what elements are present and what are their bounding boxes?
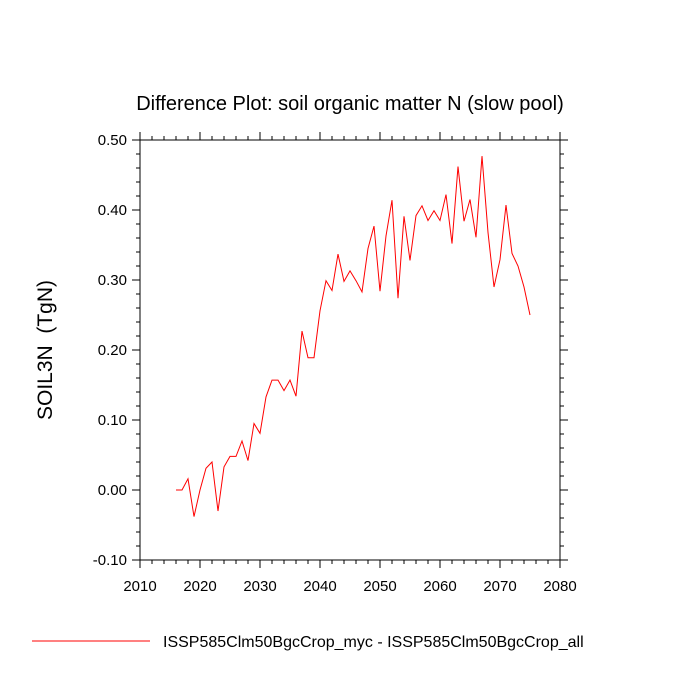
y-tick-label: -0.10 [93,552,127,569]
data-point [211,461,212,462]
data-point [319,310,320,311]
minor-ticks [136,136,564,564]
data-point [229,456,230,457]
data-point [235,456,236,457]
data-point [199,489,200,490]
data-point [499,259,500,260]
data-point [205,468,206,469]
data-point [175,489,176,490]
plot-frame [139,139,561,561]
data-point [457,166,458,167]
data-point [289,380,290,381]
data-point [439,220,440,221]
data-point [517,265,518,266]
data-point [373,226,374,227]
x-tick-labels: 2010 2020 2030 2040 2050 2060 2070 2080 [123,578,576,595]
data-point [385,235,386,236]
data-point [295,396,296,397]
data-point [463,221,464,222]
data-point [451,243,452,244]
data-point [241,440,242,441]
data-point [379,291,380,292]
data-point [523,286,524,287]
data-point [487,232,488,233]
y-tick-label: 0.00 [98,482,127,499]
series-group [176,156,531,517]
data-point [187,478,188,479]
data-point [343,281,344,282]
data-point [445,194,446,195]
x-tick-label: 2050 [363,578,396,595]
data-point [253,423,254,424]
data-point [349,270,350,271]
data-points [175,156,530,518]
data-point [469,199,470,200]
data-point [217,510,218,511]
data-point [259,433,260,434]
data-point [415,215,416,216]
data-point [337,254,338,255]
data-point [367,248,368,249]
y-tick-labels: -0.10 0.00 0.10 0.20 0.30 0.40 0.50 [93,132,127,569]
major-ticks [132,132,568,568]
x-tick-label: 2040 [303,578,336,595]
data-point [409,260,410,261]
y-tick-label: 0.50 [98,132,127,149]
data-point [301,331,302,332]
data-point [421,205,422,206]
data-point [283,390,284,391]
data-point [271,380,272,381]
chart-title: Difference Plot: soil organic matter N (… [136,93,564,115]
y-axis-label: SOIL3N (TgN) [34,280,57,420]
y-tick-label: 0.20 [98,342,127,359]
legend-label: ISSP585Clm50BgcCrop_myc - ISSP585Clm50Bg… [163,634,584,651]
data-point [403,216,404,217]
data-point [397,298,398,299]
data-point [265,396,266,397]
y-tick-label: 0.10 [98,412,127,429]
series-line [176,156,531,517]
data-point [529,314,530,315]
data-point [355,280,356,281]
data-point [223,466,224,467]
data-point [193,516,194,517]
data-point [361,291,362,292]
x-tick-label: 2030 [243,578,276,595]
data-point [427,220,428,221]
data-point [181,489,182,490]
data-point [313,357,314,358]
data-point [325,280,326,281]
x-tick-label: 2060 [423,578,456,595]
data-point [331,290,332,291]
data-point [493,286,494,287]
data-point [511,253,512,254]
data-point [277,380,278,381]
x-tick-label: 2080 [543,578,576,595]
y-tick-label: 0.30 [98,272,127,289]
legend: ISSP585Clm50BgcCrop_myc - ISSP585Clm50Bg… [32,634,584,651]
data-point [505,205,506,206]
data-point [481,156,482,157]
axes [139,139,561,561]
data-point [475,237,476,238]
y-tick-label: 0.40 [98,202,127,219]
x-tick-label: 2020 [183,578,216,595]
data-point [433,210,434,211]
data-point [307,357,308,358]
x-tick-label: 2070 [483,578,516,595]
x-tick-label: 2010 [123,578,156,595]
data-point [391,200,392,201]
data-point [247,460,248,461]
